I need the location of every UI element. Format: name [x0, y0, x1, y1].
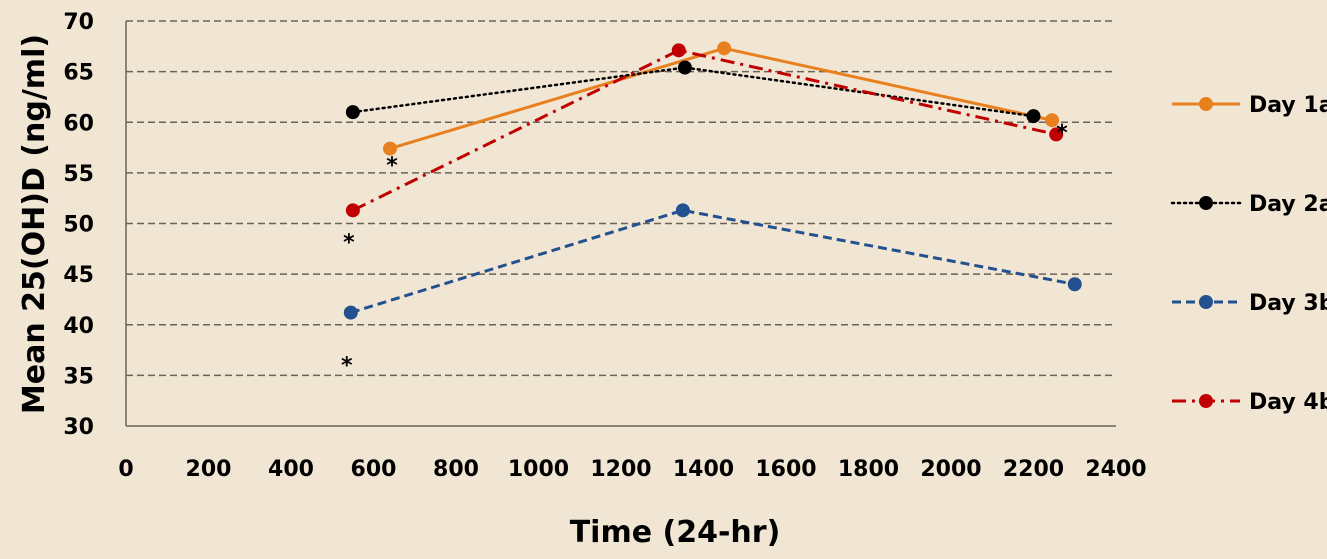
y-tick-label: 55 — [63, 162, 94, 187]
significance-star: * — [1056, 121, 1068, 146]
x-tick-label: 2400 — [1085, 457, 1146, 482]
x-tick-label: 800 — [433, 457, 479, 482]
series-day-3b — [343, 203, 1082, 320]
legend-swatch-marker — [1199, 295, 1213, 309]
legend-swatch-marker — [1199, 97, 1213, 111]
legend-item-day-3b: Day 3b — [1172, 291, 1327, 316]
legend-label: Day 4b — [1249, 390, 1327, 415]
x-tick-label: 1600 — [755, 457, 816, 482]
data-point — [677, 60, 692, 75]
y-tick-label: 35 — [63, 364, 94, 389]
y-tick-label: 40 — [63, 314, 94, 339]
series-line — [350, 208, 1076, 315]
series-day-2a — [345, 60, 1041, 124]
legend: Day 1a Day 2a Day 3b Day 4b — [1170, 93, 1327, 415]
x-tick-label: 1200 — [590, 457, 651, 482]
x-tick-label: 400 — [268, 457, 314, 482]
series-line — [389, 46, 1053, 151]
series-day-4b — [345, 43, 1064, 218]
x-axis-title: Time (24-hr) — [570, 515, 781, 550]
legend-item-day-1a: Day 1a — [1172, 93, 1327, 118]
legend-swatch-marker — [1199, 196, 1213, 210]
y-axis-title: Mean 25(OH)D (ng/ml) — [17, 34, 52, 414]
series-line — [351, 66, 1035, 118]
x-tick-label: 1400 — [673, 457, 734, 482]
legend-item-day-4b: Day 4b — [1172, 390, 1327, 415]
y-tick-label: 65 — [63, 61, 94, 86]
y-tick-label: 50 — [63, 213, 94, 238]
legend-swatch-marker — [1199, 394, 1213, 408]
data-point — [717, 41, 732, 56]
data-point — [675, 203, 690, 218]
x-tick-label: 200 — [186, 457, 232, 482]
axes: 30 35 40 45 50 55 60 65 70 0 200 400 600 800 1000 1200 1… — [63, 10, 1146, 482]
x-tick-label: 1800 — [838, 457, 899, 482]
gridlines — [126, 20, 1116, 377]
x-tick-label: 600 — [351, 457, 397, 482]
y-tick-label: 45 — [63, 263, 94, 288]
legend-label: Day 1a — [1249, 93, 1327, 118]
data-point — [343, 305, 358, 320]
data-point — [1067, 277, 1082, 292]
legend-label: Day 3b — [1249, 291, 1327, 316]
data-point — [1026, 109, 1041, 124]
significance-star: * — [386, 154, 398, 179]
data-point — [383, 141, 397, 156]
significance-star: * — [341, 354, 353, 379]
y-tick-label: 60 — [63, 111, 94, 136]
y-tick-label: 30 — [63, 415, 94, 440]
significance-star: * — [343, 230, 355, 255]
x-tick-label: 0 — [118, 457, 133, 482]
data-point — [345, 105, 360, 120]
data-point — [1045, 113, 1060, 128]
x-tick-label: 2200 — [1003, 457, 1064, 482]
data-point — [671, 43, 686, 58]
series-day-1a — [383, 41, 1060, 156]
legend-item-day-2a: Day 2a — [1170, 192, 1327, 217]
x-tick-label: 1000 — [508, 457, 569, 482]
y-tick-label: 70 — [63, 10, 94, 35]
legend-label: Day 2a — [1249, 192, 1327, 217]
data-point — [345, 203, 360, 218]
series-line — [352, 48, 1057, 212]
annotations: * * * * — [341, 121, 1068, 378]
data-point — [1049, 127, 1064, 142]
series-layer — [343, 41, 1082, 320]
x-tick-label: 2000 — [920, 457, 981, 482]
